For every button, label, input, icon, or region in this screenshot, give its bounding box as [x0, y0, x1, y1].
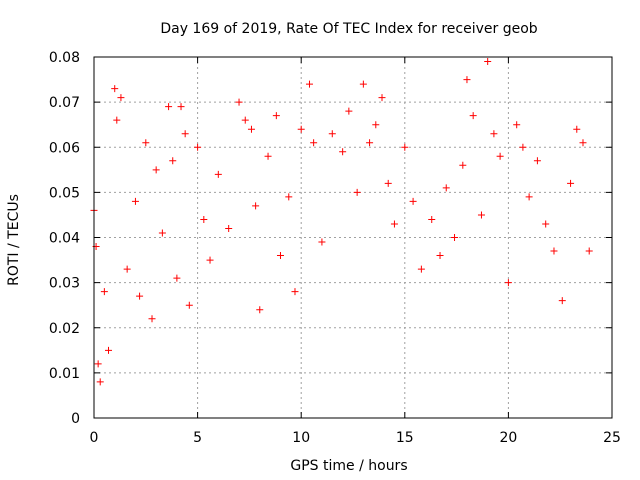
y-tick-label: 0.07 — [49, 95, 80, 111]
data-points — [90, 58, 593, 386]
data-point — [477, 211, 485, 219]
x-axis-label: GPS time / hours — [290, 458, 407, 474]
data-point — [372, 121, 380, 129]
data-point — [185, 301, 193, 309]
data-point — [366, 139, 374, 147]
data-point — [436, 252, 444, 260]
data-point — [318, 238, 326, 246]
x-tick-label: 25 — [603, 430, 621, 446]
data-point — [297, 125, 305, 133]
data-point — [131, 197, 139, 205]
data-point — [200, 215, 208, 223]
x-tick-label: 15 — [396, 430, 414, 446]
y-tick-label: 0.03 — [49, 276, 80, 292]
x-tick-label: 10 — [292, 430, 310, 446]
data-point — [496, 152, 504, 160]
data-point — [152, 166, 160, 174]
data-point — [225, 224, 233, 232]
data-point — [567, 179, 575, 187]
data-point — [252, 202, 260, 210]
data-point — [158, 229, 166, 237]
data-point — [442, 184, 450, 192]
data-point — [241, 116, 249, 124]
data-point — [136, 292, 144, 300]
y-tick-label: 0.05 — [49, 185, 80, 201]
data-point — [169, 157, 177, 165]
data-point — [194, 143, 202, 151]
data-point — [428, 215, 436, 223]
data-point — [181, 130, 189, 138]
y-tick-label: 0.02 — [49, 321, 80, 337]
grid — [94, 57, 612, 418]
y-tick-label: 0.01 — [49, 366, 80, 382]
data-point — [272, 112, 280, 120]
data-point — [585, 247, 593, 255]
y-axis-label: ROTI / TECUs — [6, 194, 22, 286]
data-point — [105, 346, 113, 354]
data-point — [173, 274, 181, 282]
data-point — [513, 121, 521, 129]
data-point — [310, 139, 318, 147]
data-point — [111, 85, 119, 93]
data-point — [417, 265, 425, 273]
data-point — [519, 143, 527, 151]
data-point — [459, 161, 467, 169]
data-point — [113, 116, 121, 124]
data-point — [206, 256, 214, 264]
data-point — [165, 103, 173, 111]
data-point — [177, 103, 185, 111]
data-point — [490, 130, 498, 138]
data-point — [504, 279, 512, 287]
data-point — [390, 220, 398, 228]
data-point — [142, 139, 150, 147]
data-point — [94, 360, 102, 368]
data-point — [579, 139, 587, 147]
data-point — [378, 94, 386, 102]
data-point — [305, 80, 313, 88]
y-tick-label: 0.08 — [49, 50, 80, 66]
data-point — [463, 76, 471, 84]
data-point — [291, 288, 299, 296]
data-point — [276, 252, 284, 260]
data-point — [359, 80, 367, 88]
x-tick-label: 0 — [90, 430, 99, 446]
data-point — [533, 157, 541, 165]
data-point — [214, 170, 222, 178]
data-point — [328, 130, 336, 138]
data-point — [469, 112, 477, 120]
data-point — [384, 179, 392, 187]
y-tick-label: 0.06 — [49, 140, 80, 156]
data-point — [235, 98, 243, 106]
data-point — [558, 297, 566, 305]
data-point — [353, 188, 361, 196]
data-point — [123, 265, 131, 273]
y-tick-label: 0.04 — [49, 231, 80, 247]
x-tick-label: 5 — [193, 430, 202, 446]
data-point — [339, 148, 347, 156]
data-point — [401, 143, 409, 151]
data-point — [345, 107, 353, 115]
data-point — [484, 58, 492, 66]
data-point — [451, 234, 459, 241]
axis-ticks: 0 0.01 0.02 0.03 0.04 0.05 0.06 0.07 0.08 0 5 10 15 2… — [49, 50, 621, 446]
data-point — [285, 193, 293, 201]
data-point — [256, 306, 264, 314]
chart-title: Day 169 of 2019, Rate Of TEC Index for r… — [160, 21, 537, 37]
data-point — [573, 125, 581, 133]
data-point — [409, 197, 417, 205]
data-point — [550, 247, 558, 255]
data-point — [264, 152, 272, 160]
data-point — [148, 315, 156, 323]
data-point — [247, 125, 255, 133]
data-point — [525, 193, 533, 201]
data-point — [96, 378, 104, 386]
data-point — [100, 288, 108, 296]
data-point — [117, 94, 125, 102]
y-tick-label: 0 — [71, 411, 80, 427]
x-tick-label: 20 — [499, 430, 517, 446]
data-point — [542, 220, 550, 228]
